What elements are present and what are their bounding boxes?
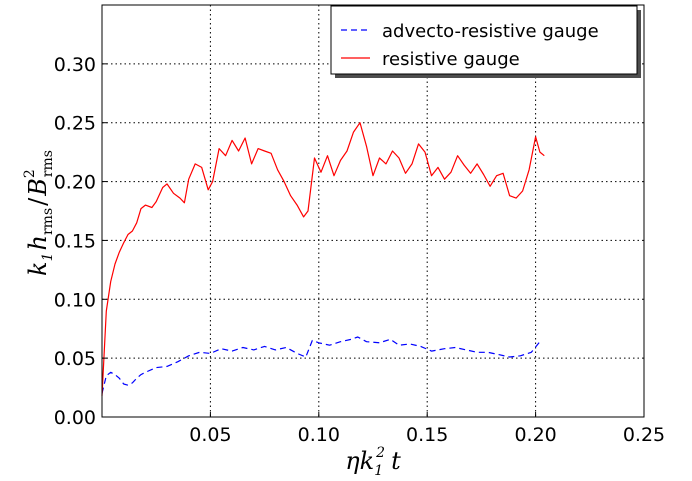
- x-axis-label: ηk12 t: [345, 445, 401, 479]
- y-tick-label: 0.25: [54, 113, 96, 135]
- y-tick-label: 0.15: [54, 230, 96, 252]
- legend-label-resistive: resistive gauge: [382, 49, 520, 70]
- x-tick-label: 0.20: [514, 424, 556, 446]
- series-layer: [101, 122, 545, 396]
- series-line-resistive: [101, 122, 545, 396]
- y-tick-label: 0.20: [54, 172, 96, 194]
- x-tick-label: 0.15: [406, 424, 448, 446]
- legend: advecto-resistive gauge resistive gauge: [330, 5, 641, 78]
- ticks: 0.05 0.10 0.15 0.20 0.25 0.00 0.05 0.10 0.15 0.20…: [54, 54, 665, 446]
- y-tick-label: 0.05: [54, 348, 96, 370]
- x-tick-label: 0.25: [623, 424, 665, 446]
- y-axis-label: k1hrms/B2 rms: [22, 150, 56, 276]
- x-tick-label: 0.10: [298, 424, 340, 446]
- x-tick-label: 0.05: [189, 424, 231, 446]
- plot-frame: [101, 4, 645, 418]
- legend-box: [330, 5, 638, 75]
- y-tick-label: 0.30: [54, 54, 96, 76]
- y-tick-label: 0.00: [54, 407, 96, 429]
- legend-label-advecto-resistive: advecto-resistive gauge: [382, 21, 599, 42]
- y-tick-label: 0.10: [54, 289, 96, 311]
